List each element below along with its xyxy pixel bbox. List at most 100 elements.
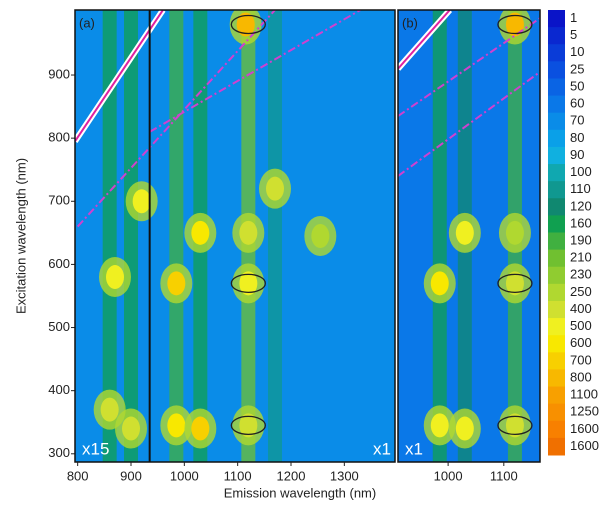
- colorbar-swatch: [548, 44, 565, 62]
- reference-line: [75, 10, 164, 142]
- streak: [432, 10, 447, 462]
- colorbar-swatch: [548, 10, 565, 28]
- panel: [75, 10, 395, 462]
- y-axis-label: Excitation wavelength (nm): [13, 158, 28, 314]
- x-axis-label: Emission wavelength (nm): [224, 485, 376, 500]
- colorbar-swatch: [548, 198, 565, 216]
- colorbar-label: 230: [570, 267, 592, 282]
- peak: [191, 220, 210, 245]
- streak: [169, 10, 184, 462]
- y-tick-label: 600: [48, 256, 70, 271]
- colorbar-label: 1100: [570, 387, 598, 402]
- colorbar-label: 400: [570, 301, 592, 316]
- x-tick-label: 1000: [434, 468, 463, 483]
- annotation-circle: [497, 273, 533, 293]
- peak: [122, 416, 140, 441]
- x-tick-label: 800: [67, 468, 89, 483]
- panel-label: (b): [402, 15, 418, 30]
- annotation-circle: [230, 415, 266, 436]
- panel-label: (a): [79, 15, 95, 30]
- colorbar-label: 250: [570, 284, 592, 299]
- colorbar-label: 120: [570, 198, 592, 213]
- colorbar-swatch: [548, 164, 565, 182]
- colorbar-label: 70: [570, 113, 584, 128]
- colorbar-label: 1: [570, 10, 577, 25]
- y-tick-label: 300: [48, 445, 70, 460]
- colorbar-swatch: [548, 215, 565, 233]
- peak: [505, 12, 524, 37]
- colorbar-label: 190: [570, 232, 592, 247]
- panel-note: x1: [405, 439, 423, 458]
- colorbar-swatch: [548, 27, 565, 45]
- annotation-circle: [230, 273, 266, 293]
- annotation-circle: [497, 14, 533, 35]
- colorbar-swatch: [548, 181, 565, 199]
- colorbar-swatch: [548, 129, 565, 148]
- colorbar-swatch: [548, 95, 565, 114]
- colorbar-label: 800: [570, 369, 592, 384]
- colorbar-label: 1250: [570, 404, 599, 419]
- colorbar-label: 100: [570, 164, 592, 179]
- x-tick-label: 1300: [330, 468, 359, 483]
- colorbar-swatch: [548, 78, 565, 97]
- colorbar-label: 700: [570, 352, 592, 367]
- y-tick-label: 400: [48, 382, 70, 397]
- peak: [132, 189, 151, 214]
- annotation-circle: [497, 415, 533, 436]
- colorbar-label: 50: [570, 78, 584, 93]
- peak: [239, 413, 258, 438]
- peak: [167, 271, 186, 296]
- peak: [505, 413, 524, 438]
- colorbar-label: 1600: [570, 421, 599, 436]
- colorbar-swatch: [548, 300, 565, 319]
- colorbar-label: 500: [570, 318, 592, 333]
- colorbar-label: 1600: [570, 438, 599, 453]
- panel-note: x15: [82, 439, 109, 458]
- colorbar-label: 600: [570, 335, 592, 350]
- x-tick-label: 1000: [170, 468, 199, 483]
- reference-line: [398, 10, 451, 70]
- colorbar-swatch: [548, 369, 565, 388]
- peak: [239, 271, 258, 296]
- colorbar-swatch: [548, 420, 565, 439]
- reference-line: [398, 71, 540, 177]
- peak: [191, 416, 210, 441]
- colorbar-swatch: [548, 403, 565, 422]
- colorbar-swatch: [548, 318, 565, 336]
- peak: [505, 271, 524, 296]
- colorbar-swatch: [548, 266, 565, 285]
- peak: [266, 176, 284, 201]
- colorbar-swatch: [548, 61, 565, 79]
- annotation-circle: [230, 14, 266, 35]
- peak: [430, 271, 449, 296]
- peak: [100, 397, 119, 422]
- colorbar-label: 80: [570, 130, 584, 145]
- panel: [398, 10, 540, 462]
- colorbar-label: 60: [570, 96, 584, 111]
- reference-line: [76, 10, 276, 228]
- y-tick-label: 700: [48, 193, 70, 208]
- streak: [124, 10, 138, 462]
- colorbar-swatch: [548, 146, 565, 165]
- y-tick-label: 800: [48, 130, 70, 145]
- peak: [430, 413, 449, 438]
- colorbar-swatch: [548, 249, 565, 268]
- panel-frame: [397, 9, 541, 463]
- y-tick-label: 900: [48, 66, 70, 81]
- panel-note: x1: [373, 439, 391, 458]
- peak: [239, 220, 258, 245]
- colorbar-label: 210: [570, 250, 592, 265]
- y-tick-label: 500: [48, 319, 70, 334]
- peak: [311, 224, 330, 248]
- colorbar-label: 110: [570, 181, 591, 196]
- peak: [455, 416, 474, 441]
- peak: [455, 220, 474, 245]
- streak: [268, 10, 282, 462]
- colorbar-label: 25: [570, 61, 584, 76]
- peak: [106, 265, 124, 290]
- colorbar-swatch: [548, 352, 565, 370]
- reference-line: [398, 17, 540, 117]
- x-tick-label: 1100: [224, 468, 252, 483]
- colorbar-swatch: [548, 437, 565, 456]
